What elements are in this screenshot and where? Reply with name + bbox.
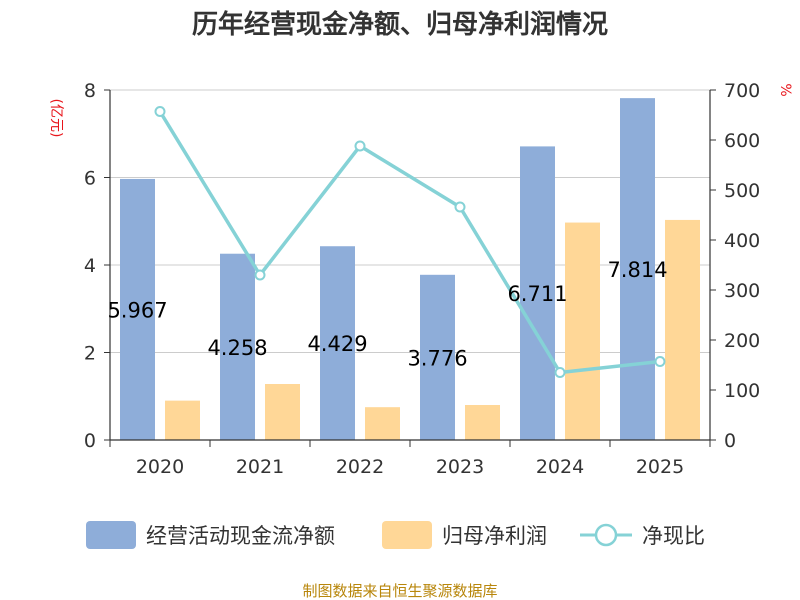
right-tick-label-4: 400 [724, 230, 760, 252]
ratio-series-line [158, 110, 661, 375]
net-profit-bar-2021 [265, 384, 300, 440]
x-axis-ticks: 2020 2021 2022 2023 2024 2025 [109, 440, 711, 478]
cash-flow-label-2023: 3.776 [407, 346, 467, 370]
cash-flow-bar-2023 [420, 274, 455, 440]
left-tick-label-2: 4 [84, 255, 96, 277]
cash-flow-label-2022: 4.429 [307, 332, 367, 356]
net-profit-bar-2020 [165, 400, 200, 440]
ratio-point-2023 [454, 201, 466, 213]
legend-swatch-ratio-marker [594, 523, 618, 547]
cash-flow-label-2024: 6.711 [507, 282, 567, 306]
left-tick-label-3: 6 [84, 168, 96, 190]
right-axis-ticks: 0 100 200 300 400 500 600 700 [710, 80, 760, 452]
net-profit-bar-2024 [565, 222, 600, 440]
right-tick-label-3: 300 [724, 280, 760, 302]
right-tick-label-5: 500 [724, 180, 760, 202]
ratio-line [154, 106, 666, 378]
legend-swatch-cash-flow [86, 521, 136, 549]
net-profit-bar-2022 [365, 407, 400, 440]
source-note: 制图数据来自恒生聚源数据库 [302, 582, 497, 600]
left-tick-label-1: 2 [84, 343, 96, 365]
legend-label-net-profit: 归母净利润 [442, 524, 547, 548]
legend-label-cash-flow: 经营活动现金流净额 [146, 524, 335, 548]
right-tick-label-2: 200 [724, 330, 760, 352]
ratio-point-2021 [254, 269, 266, 281]
x-tick-label-2025: 2025 [636, 456, 684, 478]
right-tick-label-7: 700 [724, 80, 760, 102]
cash-flow-label-2020: 5.967 [107, 298, 167, 322]
cash-flow-bar-2025 [620, 98, 655, 440]
net-profit-bar-2025 [665, 219, 700, 440]
x-tick-label-2023: 2023 [436, 456, 484, 478]
legend-swatch-net-profit [382, 521, 432, 549]
left-axis-ticks: 0 2 4 6 8 [84, 80, 110, 452]
bars [120, 98, 700, 441]
cash-flow-bar-2022 [320, 246, 355, 440]
right-axis-unit: % [777, 83, 793, 96]
ratio-point-2025 [654, 356, 666, 367]
cash-flow-bar-2024 [520, 146, 555, 441]
ratio-point-2024 [554, 367, 566, 378]
ratio-point-2022 [354, 140, 366, 152]
cash-flow-bar-2021 [220, 253, 255, 440]
left-tick-label-4: 8 [84, 80, 96, 102]
left-tick-label-0: 0 [84, 430, 96, 452]
x-tick-label-2022: 2022 [336, 456, 384, 478]
right-tick-label-0: 0 [724, 430, 736, 452]
x-tick-label-2024: 2024 [536, 456, 584, 478]
legend-label-ratio: 净现比 [642, 524, 705, 548]
right-tick-label-6: 600 [724, 130, 760, 152]
cash-flow-label-2025: 7.814 [607, 258, 667, 282]
legend: 经营活动现金流净额 归母净利润 净现比 [86, 521, 705, 549]
net-profit-bar-2023 [465, 405, 500, 440]
cash-flow-label-2021: 4.258 [207, 336, 267, 360]
ratio-point-2020 [154, 106, 166, 117]
right-tick-label-1: 100 [724, 380, 760, 402]
x-tick-label-2020: 2020 [136, 456, 184, 478]
chart-title: 历年经营现金净额、归母净利润情况 [192, 9, 608, 40]
left-axis-unit: (亿元) [48, 99, 64, 138]
x-tick-label-2021: 2021 [236, 456, 284, 478]
data-labels: 5.967 4.258 4.429 3.776 6.711 7.814 [107, 258, 667, 370]
cash-flow-bar-2020 [120, 178, 155, 440]
